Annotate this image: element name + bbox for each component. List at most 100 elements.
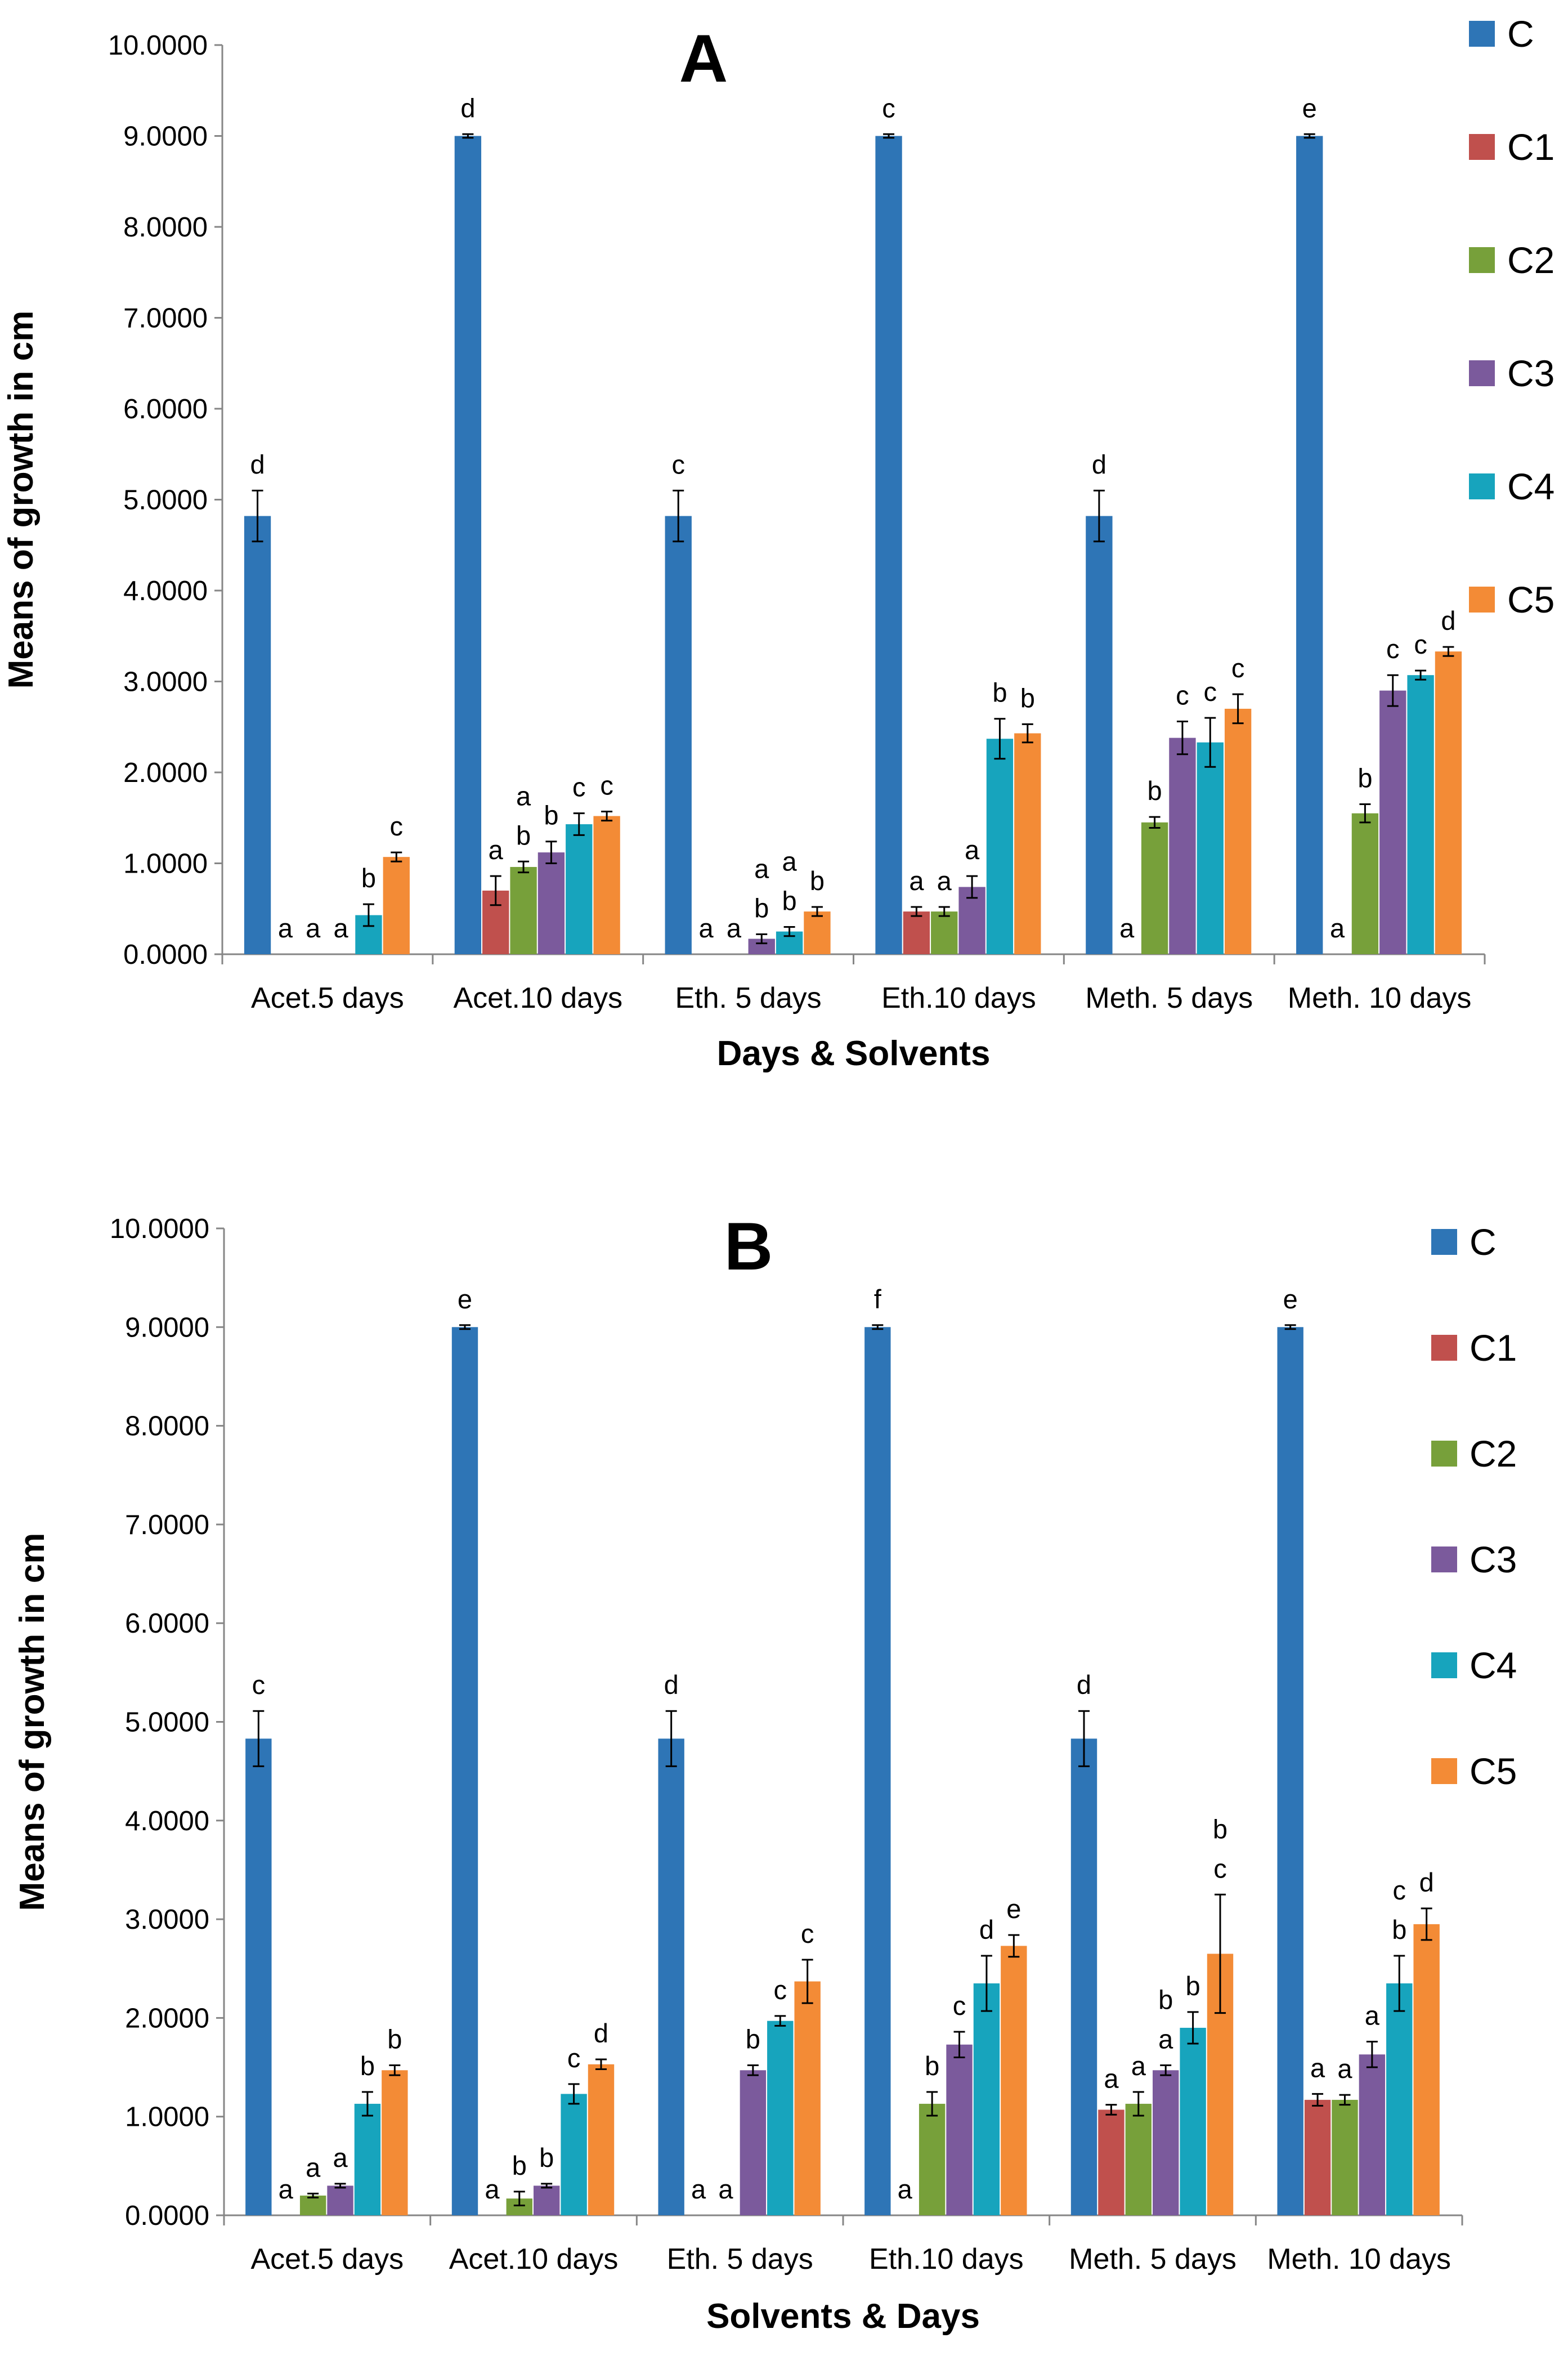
bar-c5-acet-10-days bbox=[593, 816, 620, 954]
error-bar bbox=[1312, 2093, 1324, 2107]
legend-label-c2: C2 bbox=[1470, 1433, 1517, 1474]
significance-letter: a bbox=[306, 2152, 321, 2182]
bar-c2-eth-10-days bbox=[919, 2103, 946, 2215]
significance-letter: b bbox=[1358, 763, 1372, 793]
significance-letter: b bbox=[992, 678, 1007, 708]
y-tick-label: 10.0000 bbox=[108, 30, 208, 61]
y-tick-label: 4.0000 bbox=[125, 1806, 209, 1836]
significance-letter: a bbox=[1119, 913, 1135, 943]
error-bar bbox=[462, 133, 474, 139]
bar-c2-meth-5-days bbox=[1125, 2103, 1152, 2215]
significance-letter: c bbox=[1231, 653, 1245, 683]
bar-c3-acet-10-days bbox=[537, 852, 565, 954]
error-bar bbox=[1176, 721, 1188, 756]
significance-letter: c bbox=[1386, 634, 1400, 664]
error-bar bbox=[774, 2015, 786, 2027]
significance-letter: d bbox=[664, 1670, 679, 1700]
significance-letter: a bbox=[489, 835, 504, 865]
significance-letter: c bbox=[1176, 681, 1189, 710]
error-bar bbox=[391, 851, 402, 862]
y-tick-label: 6.0000 bbox=[125, 1608, 209, 1639]
panel-b: 0.0000 1.0000 2.0000 3.0000 4.0000 5.0000 6.00… bbox=[13, 1209, 1517, 2336]
panel-title: B bbox=[724, 1209, 773, 1284]
significance-letter: a bbox=[937, 866, 952, 896]
significance-letter: b bbox=[544, 801, 558, 830]
error-bar bbox=[541, 2183, 553, 2189]
bar-c-meth-5-days bbox=[1070, 1738, 1097, 2215]
bar-c4-acet-10-days bbox=[566, 824, 593, 954]
bar-c4-meth-5-days bbox=[1180, 2027, 1206, 2215]
legend-swatch-c2 bbox=[1431, 1441, 1457, 1467]
legend-swatch-c bbox=[1431, 1229, 1457, 1255]
significance-letter: c bbox=[252, 1670, 266, 1700]
significance-letter: a bbox=[279, 2174, 294, 2204]
legend-label-c4: C4 bbox=[1470, 1644, 1517, 1686]
y-tick-label: 5.0000 bbox=[125, 1708, 209, 1738]
significance-letter: c bbox=[572, 772, 586, 802]
significance-letter: b bbox=[1392, 1915, 1406, 1945]
x-tick-label: Meth. 10 days bbox=[1288, 982, 1472, 1014]
significance-letter: b bbox=[925, 2051, 939, 2081]
error-bar bbox=[665, 1710, 677, 1767]
legend-swatch-c bbox=[1469, 21, 1495, 47]
legend-swatch-c1 bbox=[1469, 134, 1495, 160]
error-bar bbox=[459, 1324, 471, 1330]
x-tick-label: Eth. 5 days bbox=[667, 2243, 813, 2276]
bar-c4-meth-10-days bbox=[1386, 1983, 1413, 2215]
significance-letter: c bbox=[671, 449, 685, 479]
significance-letter: c bbox=[567, 2043, 581, 2073]
significance-letter-extra: b bbox=[1213, 1814, 1227, 1844]
significance-letter: a bbox=[1104, 2064, 1119, 2094]
significance-letter: c bbox=[953, 1991, 966, 2021]
error-bar bbox=[518, 860, 530, 874]
bar-c3-eth-10-days bbox=[946, 2044, 973, 2215]
significance-letter: b bbox=[512, 2151, 527, 2180]
error-bar bbox=[490, 875, 501, 906]
significance-letter: a bbox=[334, 913, 349, 943]
significance-letter: e bbox=[1283, 1284, 1298, 1314]
bar-c-eth-5-days bbox=[665, 516, 692, 954]
y-tick-label: 3.0000 bbox=[125, 1905, 209, 1935]
x-tick-label: Acet.10 days bbox=[449, 2243, 619, 2276]
bar-c4-eth-5-days bbox=[767, 2021, 794, 2215]
y-tick-label: 2.0000 bbox=[123, 758, 208, 788]
significance-letter-extra: a bbox=[782, 847, 798, 877]
legend-label-c3: C3 bbox=[1507, 352, 1554, 394]
x-tick-label: Meth. 10 days bbox=[1267, 2243, 1451, 2276]
bar-c3-meth-5-days bbox=[1169, 737, 1196, 954]
legend-label-c3: C3 bbox=[1470, 1539, 1517, 1580]
bar-c-meth-10-days bbox=[1277, 1327, 1303, 2215]
error-bar bbox=[389, 2064, 401, 2076]
significance-letter: d bbox=[1092, 449, 1106, 479]
y-tick-label: 9.0000 bbox=[123, 122, 208, 152]
bar-c-acet-10-days bbox=[454, 136, 482, 954]
bar-c5-eth-5-days bbox=[804, 911, 831, 954]
error-bar bbox=[747, 2064, 759, 2076]
y-tick-label: 10.0000 bbox=[110, 1214, 209, 1244]
error-bar bbox=[1187, 2011, 1199, 2045]
significance-letter: a bbox=[278, 913, 293, 943]
bar-c-meth-10-days bbox=[1296, 136, 1323, 954]
bar-c5-acet-5-days bbox=[383, 857, 410, 954]
bar-c2-acet-5-days bbox=[299, 2195, 326, 2215]
error-bar bbox=[966, 875, 978, 899]
significance-letter: c bbox=[1414, 629, 1427, 659]
error-bar bbox=[568, 2083, 580, 2105]
error-bar bbox=[1149, 816, 1161, 829]
significance-letter: e bbox=[1302, 93, 1317, 123]
significance-letter-extra: c bbox=[1393, 1875, 1406, 1905]
bar-c1-eth-10-days bbox=[903, 911, 930, 954]
significance-letter: a bbox=[1131, 2051, 1146, 2081]
y-tick-label: 5.0000 bbox=[123, 485, 208, 516]
panel-title: A bbox=[679, 21, 728, 96]
y-tick-label: 9.0000 bbox=[125, 1312, 209, 1343]
error-bar bbox=[1415, 669, 1427, 681]
x-tick-label: Acet.10 days bbox=[453, 982, 622, 1014]
y-tick-label: 0.0000 bbox=[123, 940, 208, 970]
x-tick-label: Meth. 5 days bbox=[1085, 982, 1253, 1014]
significance-letter: a bbox=[718, 2174, 733, 2204]
significance-letter: a bbox=[1337, 2054, 1352, 2084]
error-bar bbox=[1105, 2104, 1117, 2116]
significance-letter: c bbox=[600, 770, 613, 800]
y-tick-label: 0.0000 bbox=[125, 2201, 209, 2231]
